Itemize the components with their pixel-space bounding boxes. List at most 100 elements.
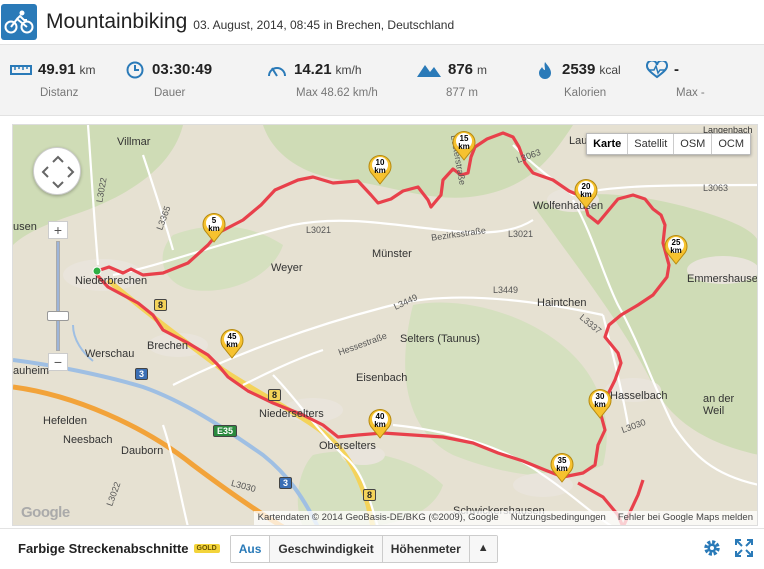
town-label: Oberselters bbox=[319, 440, 376, 452]
town-label: Neesbach bbox=[63, 434, 113, 446]
km-marker-label: 10 km bbox=[374, 158, 386, 175]
km-marker[interactable]: 35 km bbox=[549, 451, 575, 483]
town-label: usen bbox=[13, 221, 37, 233]
map-type-satellit[interactable]: Satellit bbox=[627, 134, 673, 154]
zoom-out-button[interactable]: − bbox=[48, 353, 68, 371]
stat-unit: m bbox=[477, 63, 488, 77]
road-shield: 8 bbox=[154, 299, 168, 311]
stat-unit: kcal bbox=[599, 63, 621, 77]
speedometer-icon bbox=[268, 67, 286, 77]
road-label: L3449 bbox=[493, 285, 519, 295]
expand-button[interactable]: ▲ bbox=[468, 535, 497, 562]
map-type-ocm[interactable]: OCM bbox=[711, 134, 750, 154]
stat-label: Kalorien bbox=[564, 87, 607, 99]
attribution-text: Kartendaten © 2014 GeoBasis-DE/BKG (©200… bbox=[257, 512, 499, 523]
town-label: Haintchen bbox=[537, 297, 587, 309]
option-elevation-button[interactable]: Höhenmeter bbox=[381, 535, 469, 562]
report-error-link[interactable]: Fehler bei Google Maps melden bbox=[617, 512, 753, 523]
km-marker[interactable]: 20 km bbox=[573, 177, 599, 209]
stat-label: 877 m bbox=[446, 87, 478, 99]
road-label: L3021 bbox=[508, 229, 534, 239]
colored-segments-label: Farbige Streckenabschnitte bbox=[18, 541, 189, 556]
page-title: Mountainbiking bbox=[46, 10, 188, 33]
map-background bbox=[13, 125, 757, 525]
km-marker-label: 35 km bbox=[556, 456, 568, 473]
stat-label: Dauer bbox=[154, 87, 186, 99]
map-type-osm[interactable]: OSM bbox=[673, 134, 711, 154]
gear-icon[interactable] bbox=[702, 538, 722, 558]
option-speed-button[interactable]: Geschwindigkeit bbox=[269, 535, 382, 562]
zoom-in-button[interactable]: + bbox=[48, 221, 68, 239]
km-marker[interactable]: 40 km bbox=[367, 407, 393, 439]
bicycle-icon bbox=[1, 4, 37, 40]
stat-value: 14.21 bbox=[294, 61, 332, 78]
town-label: Hasselbach bbox=[610, 390, 668, 402]
town-label: Brechen bbox=[147, 340, 188, 352]
mountain-icon bbox=[417, 65, 441, 77]
stat-label: Max 48.62 km/h bbox=[296, 87, 378, 99]
stat-label: Max - bbox=[676, 87, 705, 99]
town-label: Eisenbach bbox=[356, 372, 408, 384]
pan-control[interactable] bbox=[33, 147, 81, 195]
km-marker[interactable]: 5 km bbox=[201, 211, 227, 243]
terms-link[interactable]: Nutzungsbedingungen bbox=[510, 512, 606, 523]
km-marker-label: 20 km bbox=[580, 182, 592, 199]
town-label: Emmershausen bbox=[687, 273, 758, 285]
stat-value: 49.91 bbox=[38, 61, 76, 78]
road-shield: E35 bbox=[213, 425, 238, 437]
km-marker-label: 25 km bbox=[670, 238, 682, 255]
zoom-control[interactable]: + − bbox=[47, 221, 69, 371]
town-label: Werschau bbox=[85, 348, 135, 360]
town-label: Langenbach bbox=[703, 125, 753, 135]
route-map[interactable]: Villmar Niederbrechen Brechen Werschau W… bbox=[12, 124, 758, 526]
stat-heartrate: - Max - bbox=[646, 61, 705, 109]
footer-toolbar: Farbige Streckenabschnitte GOLD Aus Gesc… bbox=[0, 528, 764, 568]
google-logo: Google bbox=[21, 504, 70, 521]
town-label: Lau bbox=[569, 135, 588, 147]
town-label: Hefelden bbox=[43, 415, 88, 427]
km-marker[interactable]: 30 km bbox=[587, 387, 613, 419]
stat-value: 2539 bbox=[562, 61, 596, 78]
stat-unit: km bbox=[79, 63, 96, 77]
ruler-icon bbox=[10, 65, 32, 75]
stat-speed: 14.21 km/h Max 48.62 km/h bbox=[266, 61, 378, 109]
town-label: Münster bbox=[372, 248, 412, 260]
stat-distance: 49.91 km Distanz bbox=[10, 61, 96, 109]
km-marker-label: 45 km bbox=[226, 332, 238, 349]
heartrate-icon bbox=[646, 61, 668, 79]
map-type-karte[interactable]: Karte bbox=[593, 138, 622, 150]
town-label: an der Weil bbox=[703, 393, 735, 417]
fullscreen-icon[interactable] bbox=[734, 538, 754, 558]
stat-duration: 03:30:49 Dauer bbox=[124, 61, 216, 109]
town-label: Niederselters bbox=[259, 408, 324, 420]
map-type-selector: Karte Satellit OSM OCM bbox=[586, 133, 751, 155]
town-label: Villmar bbox=[117, 136, 151, 148]
stat-value: - bbox=[674, 61, 679, 78]
road-label: L3063 bbox=[703, 183, 729, 193]
stat-label: Distanz bbox=[40, 87, 79, 99]
road-shield: 3 bbox=[135, 368, 149, 380]
km-marker[interactable]: 25 km bbox=[663, 233, 689, 265]
pan-arrows-icon bbox=[41, 155, 75, 189]
road-shield: 8 bbox=[268, 389, 282, 401]
zoom-slider-handle[interactable] bbox=[47, 311, 69, 321]
stat-calories: 2539 kcal Kalorien bbox=[534, 61, 621, 109]
town-label: Niederbrechen bbox=[75, 275, 148, 287]
stat-unit: km/h bbox=[335, 63, 362, 77]
clock-icon bbox=[126, 61, 144, 79]
town-label: auheim bbox=[13, 365, 50, 377]
km-marker[interactable]: 45 km bbox=[219, 327, 245, 359]
road-shield: 8 bbox=[363, 489, 377, 501]
km-marker-label: 15 km bbox=[458, 134, 470, 151]
zoom-slider[interactable] bbox=[56, 241, 60, 351]
town-label: Dauborn bbox=[121, 445, 164, 457]
town-label: Weyer bbox=[271, 262, 303, 274]
km-marker-label: 5 km bbox=[208, 216, 220, 233]
km-marker[interactable]: 15 km bbox=[451, 129, 477, 161]
road-shield: 3 bbox=[279, 477, 293, 489]
map-attribution: Kartendaten © 2014 GeoBasis-DE/BKG (©200… bbox=[253, 511, 757, 525]
km-marker-label: 30 km bbox=[594, 392, 606, 409]
km-marker[interactable]: 10 km bbox=[367, 153, 393, 185]
stats-bar: 49.91 km Distanz 03:30:49 Dauer 14.21 km… bbox=[0, 44, 764, 116]
option-off-button[interactable]: Aus bbox=[230, 535, 270, 562]
